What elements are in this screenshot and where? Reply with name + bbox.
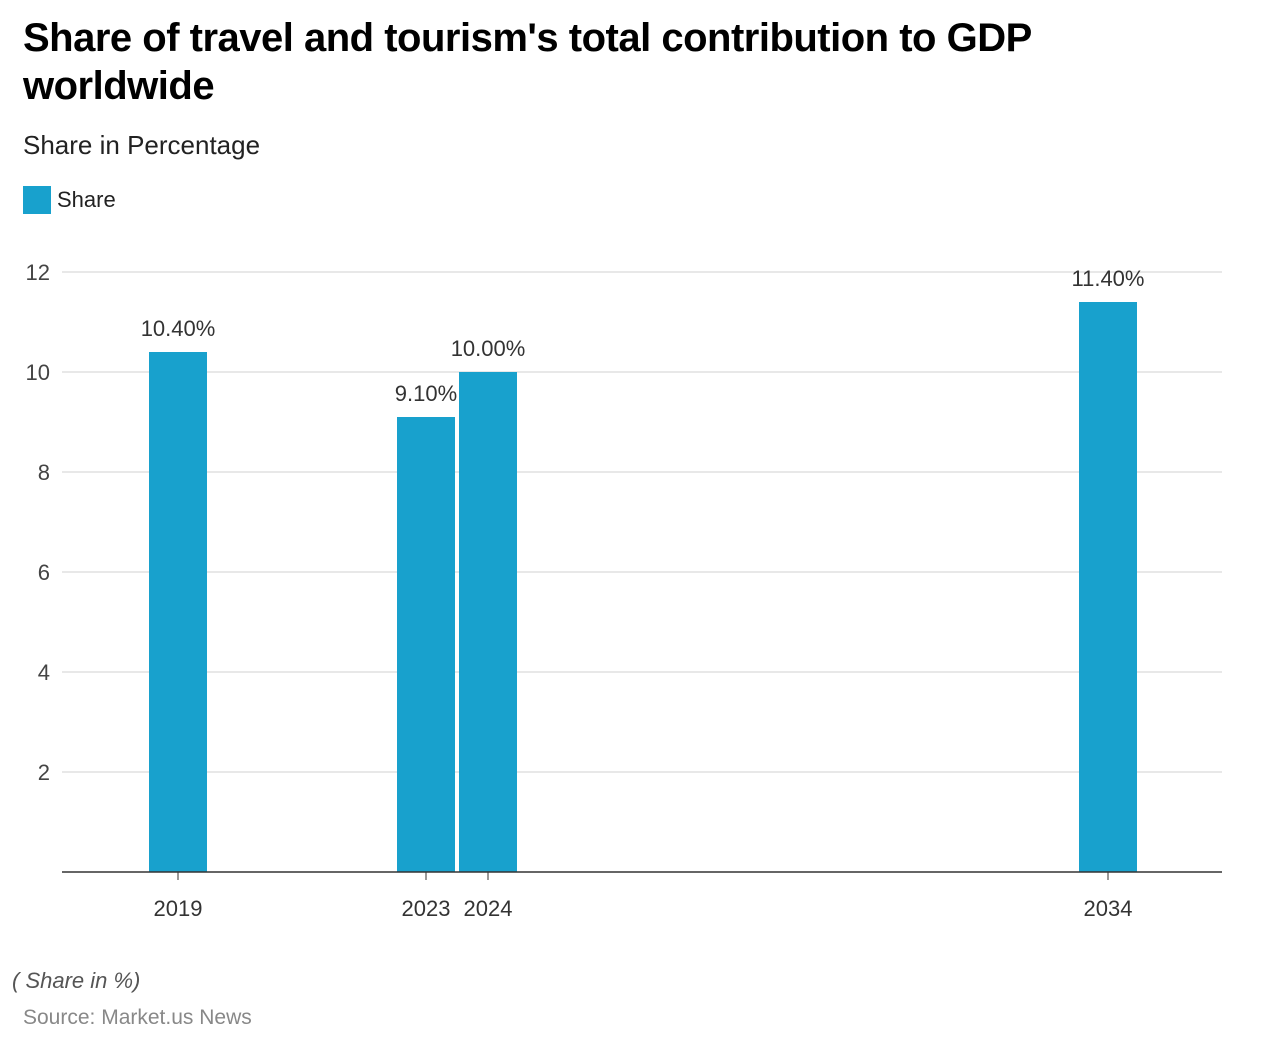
x-tick-label: 2034 <box>1084 896 1133 921</box>
x-tick-label: 2023 <box>402 896 451 921</box>
legend-label: Share <box>57 187 116 212</box>
data-label: 10.00% <box>451 336 526 361</box>
chart-title: Share of travel and tourism's total cont… <box>23 16 1032 108</box>
y-tick-label: 8 <box>38 460 50 485</box>
source-text: Source: Market.us News <box>23 1006 252 1029</box>
data-label: 9.10% <box>395 381 457 406</box>
data-label: 11.40% <box>1072 266 1145 291</box>
y-tick-label: 10 <box>26 360 50 385</box>
legend-swatch <box>23 186 51 214</box>
bar <box>459 372 517 872</box>
bar <box>397 417 455 872</box>
bar <box>1079 302 1137 872</box>
data-label: 10.40% <box>141 316 216 341</box>
chart-subtitle: Share in Percentage <box>23 130 261 160</box>
x-tick-label: 2024 <box>464 896 513 921</box>
y-tick-label: 2 <box>38 760 50 785</box>
unit-note: ( Share in %) <box>12 968 141 993</box>
x-tick-label: 2019 <box>154 896 203 921</box>
y-tick-label: 12 <box>26 260 50 285</box>
y-tick-label: 6 <box>38 560 50 585</box>
bar <box>149 352 207 872</box>
y-tick-label: 4 <box>38 660 50 685</box>
legend: Share <box>23 186 116 214</box>
